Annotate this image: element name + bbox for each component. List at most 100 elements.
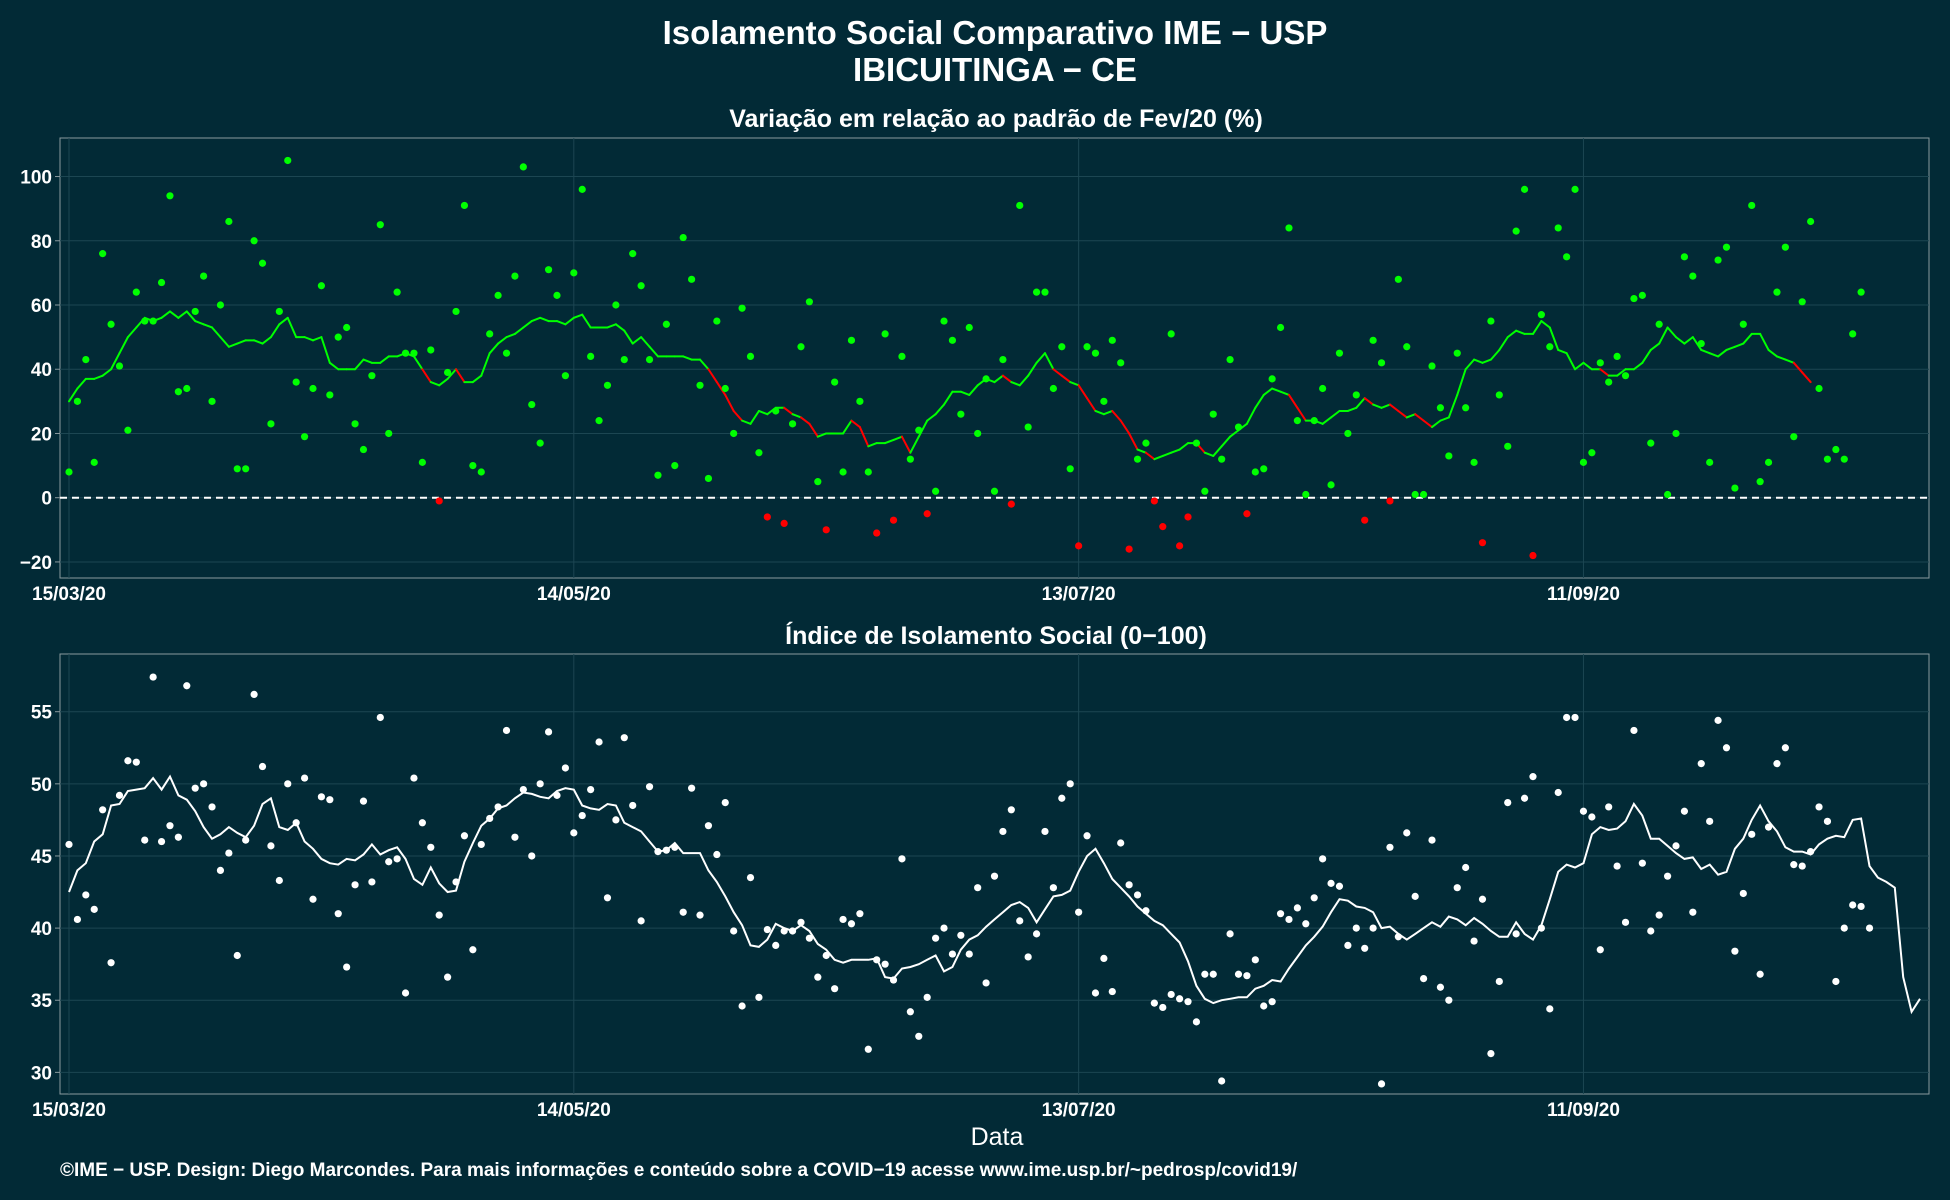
variation-ma-segment bbox=[1700, 348, 1711, 355]
index-point bbox=[1218, 1077, 1226, 1085]
variation-point bbox=[1058, 343, 1066, 351]
variation-point bbox=[788, 420, 797, 428]
variation-point bbox=[275, 307, 283, 316]
variation-point bbox=[1487, 317, 1495, 325]
index-point bbox=[1049, 884, 1057, 892]
variation-ma-segment bbox=[1422, 419, 1434, 429]
variation-ma-segment bbox=[1094, 409, 1105, 416]
index-point bbox=[603, 894, 612, 902]
variation-point bbox=[721, 384, 729, 393]
variation-ma-segment bbox=[1548, 326, 1560, 351]
index-point bbox=[1663, 872, 1672, 880]
index-ytick-label: 35 bbox=[31, 991, 53, 1012]
variation-ma-segment bbox=[455, 368, 466, 384]
variation-point bbox=[250, 237, 258, 245]
index-point bbox=[233, 951, 241, 960]
variation-ma-segment bbox=[278, 316, 289, 326]
variation-xtick-label: 11/09/20 bbox=[1547, 584, 1620, 605]
variation-ma-segment bbox=[227, 342, 239, 348]
index-point bbox=[1680, 807, 1689, 815]
variation-point bbox=[1192, 439, 1201, 447]
variation-point bbox=[831, 378, 839, 386]
variation-point bbox=[368, 372, 376, 380]
variation-point bbox=[1293, 417, 1301, 425]
variation-point bbox=[965, 323, 973, 332]
variation-point bbox=[326, 391, 334, 399]
variation-point bbox=[1159, 523, 1167, 531]
index-point bbox=[814, 973, 822, 981]
variation-point bbox=[923, 510, 931, 518]
index-point bbox=[1798, 862, 1806, 870]
index-point bbox=[1462, 863, 1470, 872]
variation-ma-segment bbox=[446, 368, 458, 380]
index-ytick-label: 40 bbox=[31, 919, 52, 940]
index-point bbox=[1041, 827, 1049, 836]
variation-ma-segment bbox=[850, 419, 861, 429]
variation-point bbox=[595, 417, 603, 425]
index-point bbox=[124, 757, 132, 765]
variation-ma-segment bbox=[1767, 348, 1778, 358]
index-point bbox=[1024, 953, 1032, 961]
index-point bbox=[797, 918, 805, 926]
index-point bbox=[772, 941, 780, 950]
index-point bbox=[620, 734, 628, 742]
index-point bbox=[805, 934, 814, 942]
index-point bbox=[1773, 760, 1781, 768]
index-point bbox=[654, 848, 662, 856]
index-ytick-label: 55 bbox=[31, 703, 53, 724]
index-point bbox=[1638, 859, 1646, 867]
index-point bbox=[553, 791, 561, 799]
index-point bbox=[1386, 843, 1394, 851]
variation-ma-segment bbox=[1027, 361, 1038, 377]
variation-point bbox=[1840, 455, 1848, 463]
index-point bbox=[326, 796, 334, 804]
variation-ma-segment bbox=[261, 336, 272, 345]
variation-ma-segment bbox=[1161, 451, 1173, 457]
variation-ma-segment bbox=[1035, 352, 1046, 364]
variation-point bbox=[1251, 468, 1259, 476]
index-point bbox=[1504, 798, 1512, 807]
index-point bbox=[1192, 1018, 1201, 1026]
variation-point bbox=[1857, 288, 1865, 296]
index-point bbox=[267, 842, 275, 850]
index-point bbox=[292, 819, 300, 827]
index-point bbox=[1655, 911, 1663, 919]
index-point bbox=[1032, 930, 1041, 938]
variation-point bbox=[401, 349, 410, 357]
variation-ma-segment bbox=[1296, 406, 1307, 422]
variation-ma-segment bbox=[1759, 332, 1770, 351]
variation-point bbox=[948, 336, 957, 344]
variation-point bbox=[1361, 516, 1369, 524]
main-title: Isolamento Social Comparativo IME − USP bbox=[663, 14, 1328, 51]
variation-ma-segment bbox=[1136, 448, 1147, 454]
variation-ma-segment bbox=[1203, 451, 1215, 457]
variation-xtick-label: 13/07/20 bbox=[1042, 584, 1116, 605]
variation-point bbox=[82, 356, 90, 364]
variation-ma-segment bbox=[471, 374, 483, 384]
variation-point bbox=[486, 330, 494, 338]
variation-point bbox=[1403, 343, 1411, 351]
variation-point bbox=[174, 388, 182, 396]
variation-ma-segment bbox=[101, 368, 113, 377]
index-point bbox=[1857, 902, 1865, 911]
variation-ma-segment bbox=[236, 339, 247, 345]
variation-point bbox=[208, 397, 216, 405]
variation-point bbox=[1638, 291, 1646, 299]
index-xtick-label: 11/09/20 bbox=[1547, 1100, 1620, 1121]
index-point bbox=[578, 811, 586, 820]
index-point bbox=[1302, 920, 1310, 928]
index-point bbox=[1167, 990, 1175, 999]
index-point bbox=[1563, 713, 1571, 722]
variation-point bbox=[620, 356, 628, 364]
index-ma-line bbox=[68, 774, 1921, 1015]
variation-ma-segment bbox=[1784, 358, 1795, 364]
variation-ma-segment bbox=[1683, 336, 1694, 345]
variation-point bbox=[864, 468, 872, 476]
variation-ma-segment bbox=[757, 409, 769, 416]
variation-point bbox=[469, 461, 477, 470]
index-xtick-label: 15/03/20 bbox=[32, 1100, 106, 1121]
index-point bbox=[427, 843, 435, 851]
variation-point bbox=[553, 291, 561, 299]
variation-point bbox=[300, 433, 309, 441]
variation-point bbox=[1091, 349, 1100, 357]
